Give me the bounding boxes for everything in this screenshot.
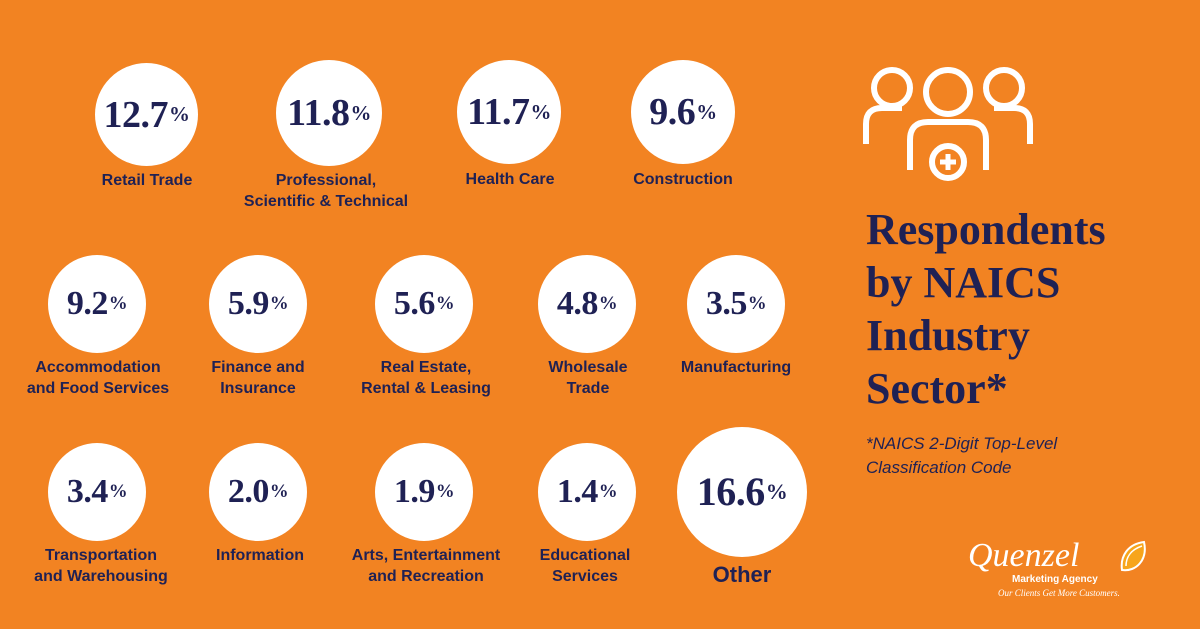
category-label: Finance and Insurance <box>211 357 304 399</box>
percent-sign: % <box>169 102 190 126</box>
value-number: 1.4 <box>556 473 599 510</box>
category-label: Other <box>713 562 772 588</box>
value-circle: 3.4% <box>48 443 146 541</box>
percent-sign: % <box>598 293 618 314</box>
label-line: Professional, <box>275 172 377 189</box>
label-line: Information <box>216 547 304 564</box>
percent-sign: % <box>108 293 128 314</box>
value-number: 3.4 <box>66 473 109 510</box>
orange-slice-icon <box>1120 540 1146 572</box>
value-circle: 5.9% <box>209 255 307 353</box>
label-line: Transportation <box>44 547 158 564</box>
percent-sign: % <box>108 481 128 502</box>
people-group-icon <box>863 67 1033 181</box>
category-label: Educational Services <box>540 545 631 587</box>
value-circle: 1.9% <box>375 443 473 541</box>
percent-sign: % <box>269 293 289 314</box>
company-logo: Quenzel Marketing Agency Our Clients Get… <box>968 538 1148 610</box>
title-line: Respondents <box>866 205 1106 254</box>
value-number: 11.7 <box>467 91 530 133</box>
value-number: 1.9 <box>393 473 436 510</box>
label-line: Insurance <box>220 380 296 397</box>
label-line: and Warehousing <box>34 568 168 585</box>
percent-sign: % <box>350 100 372 125</box>
title-line: by NAICS <box>866 258 1061 307</box>
value-number: 2.0 <box>227 473 270 510</box>
value-number: 9.6 <box>649 91 696 133</box>
label-line: Arts, Entertainment <box>351 547 501 564</box>
category-label: Transportation and Warehousing <box>34 545 168 587</box>
value-circle: 12.7% <box>95 63 198 166</box>
value-circle: 9.6% <box>631 60 735 164</box>
category-label: Health Care <box>466 169 555 190</box>
label-line: Educational <box>539 547 631 564</box>
value-number: 3.5 <box>705 285 748 322</box>
category-label: Wholesale Trade <box>548 357 627 399</box>
label-line: Other <box>712 562 772 587</box>
value-number: 9.2 <box>66 285 109 322</box>
value-circle: 4.8% <box>538 255 636 353</box>
chart-title: Respondents by NAICS Industry Sector* <box>866 203 1106 415</box>
category-label: Accommodation and Food Services <box>27 357 169 399</box>
category-label: Real Estate, Rental & Leasing <box>361 357 491 399</box>
label-line: Health Care <box>465 171 555 188</box>
value-number: 5.6 <box>393 285 436 322</box>
value-circle: 3.5% <box>687 255 785 353</box>
label-line: Manufacturing <box>680 359 792 376</box>
value-circle: 1.4% <box>538 443 636 541</box>
value-number: 11.8 <box>287 92 350 134</box>
label-line: Accommodation <box>35 359 161 376</box>
category-label: Manufacturing <box>681 357 791 378</box>
category-label: Construction <box>633 169 733 190</box>
label-line: Trade <box>566 380 610 397</box>
footnote-line: *NAICS 2-Digit Top-Level <box>866 434 1058 453</box>
percent-sign: % <box>435 481 455 502</box>
label-line: Construction <box>633 171 733 188</box>
logo-name: Quenzel <box>968 537 1080 574</box>
label-line: and Food Services <box>26 380 170 397</box>
footnote: *NAICS 2-Digit Top-Level Classification … <box>866 432 1057 480</box>
category-label: Professional, Scientific & Technical <box>244 170 408 212</box>
category-label: Information <box>216 545 304 566</box>
label-line: Services <box>552 568 618 585</box>
title-line: Industry <box>866 311 1030 360</box>
percent-sign: % <box>598 481 618 502</box>
percent-sign: % <box>765 479 788 504</box>
label-line: Wholesale <box>548 359 628 376</box>
value-circle: 5.6% <box>375 255 473 353</box>
value-circle: 11.8% <box>276 60 382 166</box>
category-label: Retail Trade <box>102 170 193 191</box>
value-circle: 9.2% <box>48 255 146 353</box>
label-line: Retail Trade <box>101 172 193 189</box>
value-circle: 16.6% <box>677 427 807 557</box>
title-line: Sector* <box>866 364 1008 413</box>
category-label: Arts, Entertainment and Recreation <box>352 545 500 587</box>
value-circle: 2.0% <box>209 443 307 541</box>
percent-sign: % <box>747 293 767 314</box>
footnote-line: Classification Code <box>866 458 1012 477</box>
logo-tagline: Our Clients Get More Customers. <box>998 588 1120 598</box>
label-line: Rental & Leasing <box>361 380 491 397</box>
label-line: Finance and <box>211 359 305 376</box>
percent-sign: % <box>269 481 289 502</box>
value-circle: 11.7% <box>457 60 561 164</box>
percent-sign: % <box>696 99 717 124</box>
label-line: and Recreation <box>368 568 484 585</box>
percent-sign: % <box>435 293 455 314</box>
label-line: Real Estate, <box>380 359 472 376</box>
value-number: 16.6 <box>696 469 766 514</box>
percent-sign: % <box>530 99 552 124</box>
value-number: 5.9 <box>227 285 270 322</box>
logo-subtitle: Marketing Agency <box>1012 574 1098 585</box>
value-number: 4.8 <box>556 285 599 322</box>
label-line: Scientific & Technical <box>243 193 409 210</box>
value-number: 12.7 <box>103 93 169 136</box>
